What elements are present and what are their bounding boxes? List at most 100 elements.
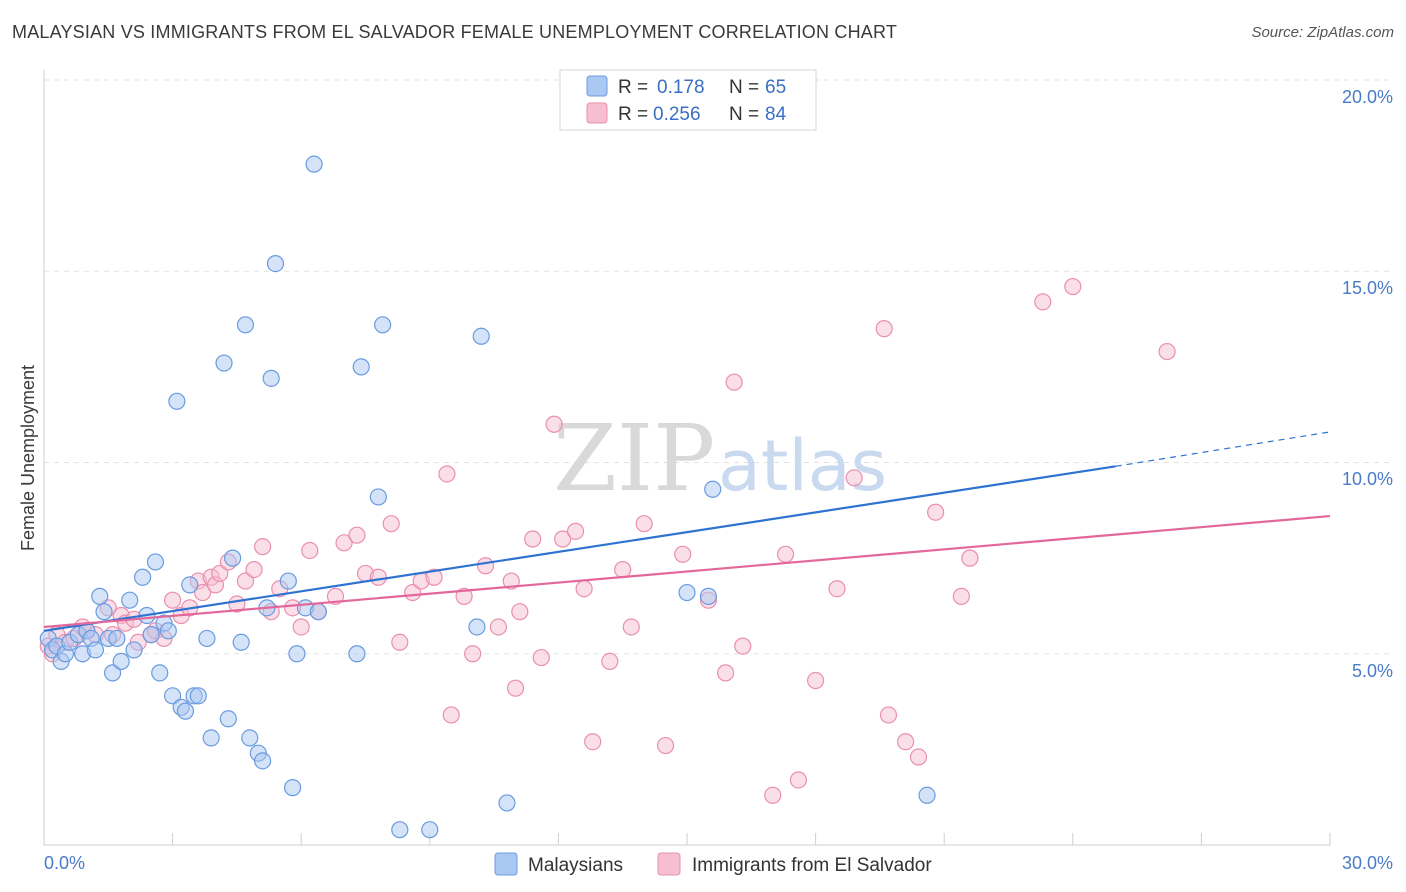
series-immigrants-el-salvador-points	[39, 277, 1176, 804]
malaysians-point	[288, 645, 306, 663]
malaysians-point	[181, 576, 199, 594]
legend-box: R = 0.178 N = 65 R = 0.256 N = 84	[559, 69, 817, 131]
malaysians-point	[241, 729, 259, 747]
malaysians-point	[678, 583, 696, 602]
legend-n-value-1: 65	[765, 77, 786, 98]
el-salvador-point	[674, 545, 692, 563]
x-axis-ticks	[43, 833, 1331, 845]
el-salvador-point	[875, 320, 893, 338]
series-malaysians-points	[39, 155, 936, 839]
malaysians-point	[374, 316, 392, 334]
el-salvador-point	[524, 530, 542, 548]
malaysians-point	[151, 664, 169, 682]
el-salvador-point	[927, 503, 945, 521]
legend-n-value-2: 84	[765, 104, 787, 125]
el-salvador-point	[776, 545, 795, 563]
el-salvador-point	[382, 515, 400, 533]
el-salvador-point	[511, 603, 529, 621]
watermark-zip: ZIP	[553, 405, 715, 512]
malaysians-point	[254, 752, 272, 770]
bottom-legend: Malaysians Immigrants from El Salvador	[494, 852, 932, 876]
el-salvador-point	[194, 583, 212, 602]
bottom-legend-swatch-malaysians	[494, 852, 518, 876]
el-salvador-point	[369, 568, 387, 586]
y-tick-labels: 5.0% 10.0% 15.0% 20.0%	[1342, 87, 1393, 681]
trend-lines	[43, 431, 1331, 632]
y-tick-label-5: 5.0%	[1352, 661, 1393, 681]
malaysians-point	[391, 821, 409, 839]
legend-n-label-2: N =	[729, 104, 759, 125]
el-salvador-point	[656, 736, 675, 755]
el-salvador-point	[254, 538, 272, 556]
malaysians-point	[86, 641, 105, 659]
malaysians-point	[352, 358, 370, 376]
el-salvador-point	[211, 564, 229, 583]
malaysians-point	[232, 633, 250, 651]
el-salvador-point	[438, 465, 456, 483]
legend-n-label-1: N =	[729, 77, 759, 98]
el-salvador-point	[425, 568, 443, 586]
malaysians-point	[189, 687, 207, 705]
malaysians-point	[176, 702, 195, 720]
x-tick-label-max: 30.0%	[1342, 853, 1393, 873]
el-salvador-point	[301, 541, 319, 560]
el-salvador-point	[897, 733, 915, 751]
el-salvador-point	[489, 618, 507, 636]
el-salvador-point	[245, 560, 263, 579]
watermark-atlas: atlas	[718, 425, 887, 507]
legend-swatch-malaysians	[586, 75, 608, 97]
bottom-legend-swatch-el-salvador	[657, 852, 681, 876]
el-salvador-point	[545, 415, 563, 433]
el-salvador-point	[442, 706, 460, 724]
malaysians-point	[133, 568, 152, 586]
grid-lines	[44, 79, 1392, 655]
malaysians-point	[498, 794, 516, 812]
el-salvador-point	[532, 648, 550, 667]
legend-r-label-2: R =	[618, 104, 648, 125]
el-salvador-point	[502, 572, 520, 590]
el-salvador-point	[292, 618, 310, 636]
y-tick-label-20: 20.0%	[1342, 87, 1393, 107]
malaysians-point	[91, 587, 109, 605]
el-salvador-point	[734, 637, 752, 655]
malaysians-point	[348, 645, 366, 663]
chart-title: MALAYSIAN VS IMMIGRANTS FROM EL SALVADOR…	[12, 22, 898, 42]
el-salvador-point	[614, 560, 632, 579]
trend-line-malaysians	[43, 465, 1116, 632]
el-salvador-point	[335, 534, 353, 552]
malaysians-point	[421, 821, 439, 839]
el-salvador-point	[1158, 342, 1176, 361]
el-salvador-point	[845, 469, 863, 487]
el-salvador-point	[554, 530, 572, 548]
el-salvador-point	[716, 664, 735, 682]
malaysians-point	[219, 710, 237, 728]
malaysians-point	[262, 369, 280, 387]
bottom-legend-label-el-salvador: Immigrants from El Salvador	[692, 855, 932, 876]
malaysians-point	[215, 354, 233, 372]
malaysians-point	[918, 786, 936, 804]
el-salvador-point	[575, 580, 593, 598]
legend-r-value-2: 0.256	[653, 104, 701, 125]
malaysians-point	[95, 603, 113, 621]
el-salvador-point	[879, 706, 898, 724]
el-salvador-point	[164, 591, 182, 609]
malaysians-point	[236, 316, 255, 334]
el-salvador-point	[476, 557, 495, 575]
el-salvador-point	[1064, 277, 1082, 296]
malaysians-point	[279, 572, 297, 590]
malaysians-point	[103, 664, 122, 682]
el-salvador-point	[566, 522, 585, 540]
malaysians-point	[266, 255, 285, 273]
y-axis-label: Female Unemployment	[18, 365, 38, 551]
el-salvador-point	[806, 671, 825, 690]
el-salvador-point	[828, 580, 846, 598]
el-salvador-point	[635, 515, 653, 533]
y-tick-label-10: 10.0%	[1342, 469, 1393, 489]
legend-swatch-el-salvador	[586, 102, 608, 124]
malaysians-point	[164, 687, 182, 705]
x-tick-label-min: 0.0%	[44, 853, 85, 873]
malaysians-point	[369, 488, 387, 506]
el-salvador-point	[464, 645, 482, 663]
malaysians-point	[704, 480, 722, 498]
bottom-legend-label-malaysians: Malaysians	[528, 855, 623, 876]
